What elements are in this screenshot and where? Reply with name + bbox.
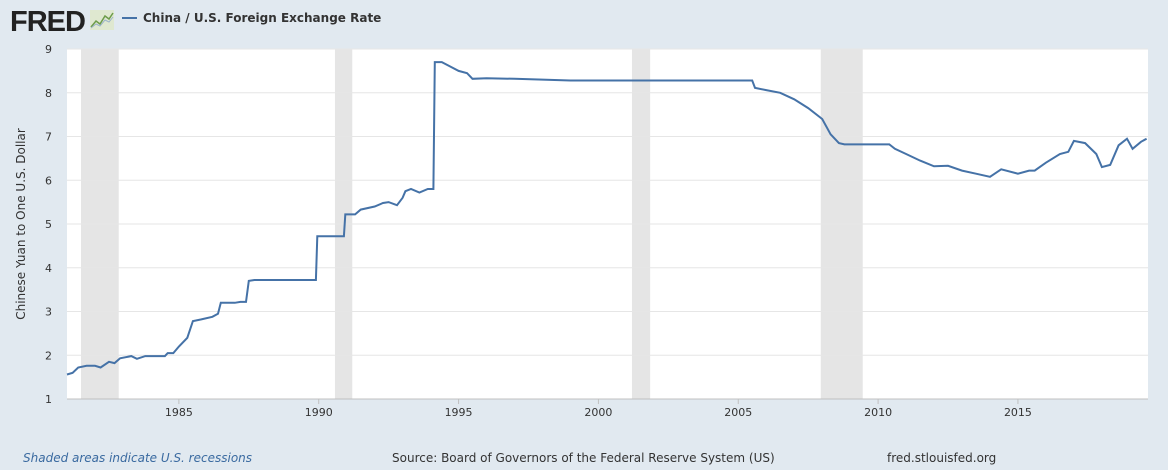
legend-swatch xyxy=(122,17,137,19)
y-tick-label: 5 xyxy=(45,218,52,231)
legend[interactable]: China / U.S. Foreign Exchange Rate xyxy=(122,11,381,25)
chart: 1 2 3 4 5 6 7 8 9 1985 1990 1995 2000 2005 2010 2015 Ch… xyxy=(14,43,1148,419)
x-tick-label: 2005 xyxy=(724,406,752,419)
legend-label: China / U.S. Foreign Exchange Rate xyxy=(143,11,382,25)
x-tick-label: 1985 xyxy=(165,406,193,419)
x-tick-label: 1990 xyxy=(305,406,333,419)
y-tick-label: 3 xyxy=(45,306,52,319)
source-text: Source: Board of Governors of the Federa… xyxy=(392,451,775,465)
fred-logo[interactable]: FRED xyxy=(10,6,86,38)
series-line xyxy=(66,61,1148,376)
y-tick-label: 1 xyxy=(45,393,52,406)
y-tick-label: 2 xyxy=(45,349,52,362)
y-tick-label: 9 xyxy=(45,43,52,56)
site-link[interactable]: fred.stlouisfed.org xyxy=(887,451,997,465)
y-axis-label: Chinese Yuan to One U.S. Dollar xyxy=(14,128,28,320)
recession-note: Shaded areas indicate U.S. recessions xyxy=(23,451,253,465)
y-tick-label: 7 xyxy=(45,131,52,144)
x-tick-label: 2000 xyxy=(584,406,612,419)
x-tick-label: 2010 xyxy=(864,406,892,419)
fred-logo-graph-icon xyxy=(90,10,114,30)
y-tick-label: 6 xyxy=(45,174,52,187)
x-tick-label: 1995 xyxy=(445,406,473,419)
x-tick-label: 2015 xyxy=(1004,406,1032,419)
y-tick-label: 8 xyxy=(45,87,52,100)
y-tick-label: 4 xyxy=(45,262,52,275)
